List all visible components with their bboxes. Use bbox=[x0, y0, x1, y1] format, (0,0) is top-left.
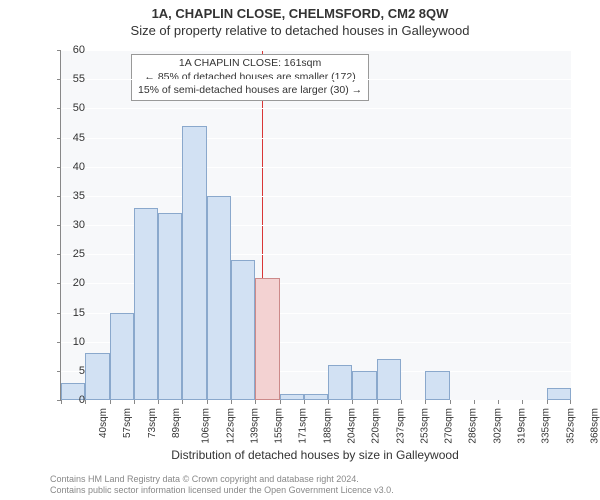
annotation-line-3: 15% of semi-detached houses are larger (… bbox=[138, 84, 362, 98]
title-main: 1A, CHAPLIN CLOSE, CHELMSFORD, CM2 8QW bbox=[0, 0, 600, 21]
histogram-bar bbox=[134, 208, 158, 401]
grid-line bbox=[61, 400, 571, 401]
y-tick-label: 45 bbox=[60, 132, 85, 144]
annotation-line-2: ← 85% of detached houses are smaller (17… bbox=[138, 71, 362, 85]
x-tick-label: 155sqm bbox=[274, 408, 285, 444]
histogram-bar bbox=[352, 371, 376, 400]
x-tick-label: 270sqm bbox=[444, 408, 455, 444]
histogram-bar bbox=[425, 371, 449, 400]
x-tick-label: 40sqm bbox=[98, 408, 109, 438]
footer-line-2: Contains public sector information licen… bbox=[50, 485, 394, 496]
x-tick-mark bbox=[450, 400, 451, 404]
grid-line bbox=[61, 79, 571, 80]
histogram-bar bbox=[377, 359, 401, 400]
y-tick-label: 20 bbox=[60, 277, 85, 289]
grid-line bbox=[61, 138, 571, 139]
histogram-bar bbox=[158, 213, 182, 400]
x-tick-label: 171sqm bbox=[298, 408, 309, 444]
x-tick-mark bbox=[304, 400, 305, 404]
x-tick-label: 302sqm bbox=[492, 408, 503, 444]
histogram-bar bbox=[328, 365, 352, 400]
title-sub: Size of property relative to detached ho… bbox=[0, 21, 600, 38]
x-tick-label: 139sqm bbox=[249, 408, 260, 444]
x-tick-label: 335sqm bbox=[541, 408, 552, 444]
x-tick-mark bbox=[280, 400, 281, 404]
y-tick-label: 55 bbox=[60, 73, 85, 85]
histogram-bar bbox=[231, 260, 255, 400]
grid-line bbox=[61, 196, 571, 197]
histogram-bar bbox=[255, 278, 279, 401]
x-tick-label: 204sqm bbox=[347, 408, 358, 444]
histogram-bar bbox=[304, 394, 328, 400]
plot-area: 1A CHAPLIN CLOSE: 161sqm ← 85% of detach… bbox=[60, 50, 571, 401]
x-tick-label: 106sqm bbox=[201, 408, 212, 444]
histogram-bar bbox=[280, 394, 304, 400]
annotation-box: 1A CHAPLIN CLOSE: 161sqm ← 85% of detach… bbox=[131, 54, 369, 101]
x-tick-mark bbox=[85, 400, 86, 404]
x-axis-label: Distribution of detached houses by size … bbox=[60, 448, 570, 462]
x-tick-mark bbox=[352, 400, 353, 404]
x-tick-label: 352sqm bbox=[565, 408, 576, 444]
x-tick-mark bbox=[110, 400, 111, 404]
x-tick-label: 319sqm bbox=[517, 408, 528, 444]
x-tick-mark bbox=[474, 400, 475, 404]
x-tick-mark bbox=[570, 400, 571, 404]
y-tick-label: 50 bbox=[60, 102, 85, 114]
x-tick-mark bbox=[547, 400, 548, 404]
y-tick-label: 35 bbox=[60, 190, 85, 202]
histogram-bar bbox=[547, 388, 571, 400]
grid-line bbox=[61, 50, 571, 51]
x-tick-mark bbox=[425, 400, 426, 404]
x-tick-mark bbox=[401, 400, 402, 404]
x-tick-mark bbox=[182, 400, 183, 404]
x-tick-label: 122sqm bbox=[225, 408, 236, 444]
y-tick-label: 10 bbox=[60, 336, 85, 348]
y-tick-label: 40 bbox=[60, 161, 85, 173]
footer: Contains HM Land Registry data © Crown c… bbox=[50, 474, 394, 496]
y-tick-label: 0 bbox=[60, 394, 85, 406]
x-tick-label: 253sqm bbox=[419, 408, 430, 444]
x-tick-mark bbox=[498, 400, 499, 404]
x-tick-label: 89sqm bbox=[171, 408, 182, 438]
x-tick-label: 73sqm bbox=[147, 408, 158, 438]
histogram-bar bbox=[182, 126, 206, 400]
x-tick-label: 286sqm bbox=[468, 408, 479, 444]
grid-line bbox=[61, 167, 571, 168]
histogram-bar bbox=[110, 313, 134, 401]
x-tick-label: 188sqm bbox=[322, 408, 333, 444]
grid-line bbox=[61, 108, 571, 109]
x-tick-mark bbox=[158, 400, 159, 404]
y-tick-label: 25 bbox=[60, 248, 85, 260]
y-tick-label: 60 bbox=[60, 44, 85, 56]
histogram-bar bbox=[207, 196, 231, 400]
x-tick-label: 237sqm bbox=[395, 408, 406, 444]
y-tick-label: 15 bbox=[60, 307, 85, 319]
annotation-line-1: 1A CHAPLIN CLOSE: 161sqm bbox=[138, 57, 362, 71]
x-tick-label: 220sqm bbox=[371, 408, 382, 444]
x-tick-label: 57sqm bbox=[122, 408, 133, 438]
x-tick-label: 368sqm bbox=[589, 408, 600, 444]
x-tick-mark bbox=[522, 400, 523, 404]
y-tick-label: 5 bbox=[60, 365, 85, 377]
chart-container: 1A, CHAPLIN CLOSE, CHELMSFORD, CM2 8QW S… bbox=[0, 0, 600, 500]
x-tick-mark bbox=[328, 400, 329, 404]
footer-line-1: Contains HM Land Registry data © Crown c… bbox=[50, 474, 394, 485]
x-tick-mark bbox=[207, 400, 208, 404]
x-tick-mark bbox=[377, 400, 378, 404]
x-tick-mark bbox=[255, 400, 256, 404]
x-tick-mark bbox=[134, 400, 135, 404]
histogram-bar bbox=[85, 353, 109, 400]
y-tick-label: 30 bbox=[60, 219, 85, 231]
x-tick-mark bbox=[231, 400, 232, 404]
